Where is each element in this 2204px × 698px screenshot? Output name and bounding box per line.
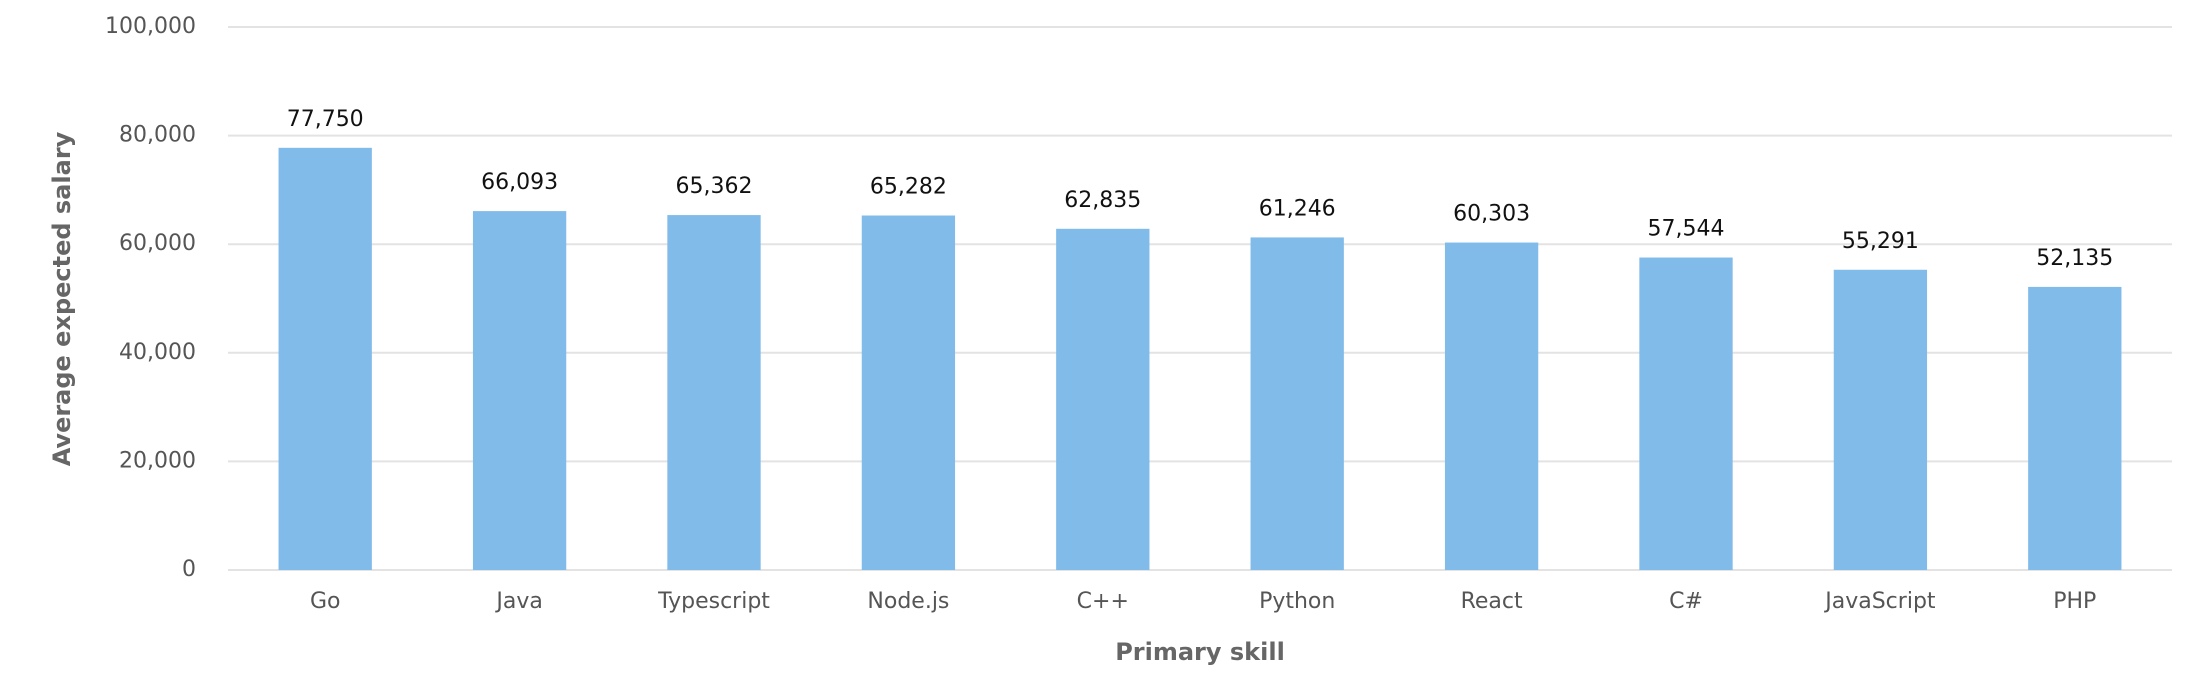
y-tick-label: 80,000 bbox=[119, 123, 196, 148]
x-tick-label: C# bbox=[1669, 589, 1703, 614]
x-tick-label: C++ bbox=[1077, 589, 1129, 614]
x-tick-label: Typescript bbox=[657, 589, 770, 614]
x-axis-title: Primary skill bbox=[1115, 638, 1285, 666]
y-tick-label: 60,000 bbox=[119, 231, 196, 256]
y-axis-title: Average expected salary bbox=[48, 131, 76, 466]
x-tick-label: PHP bbox=[2053, 589, 2096, 614]
value-label: 61,246 bbox=[1259, 196, 1336, 221]
bar bbox=[667, 215, 761, 570]
bar bbox=[1833, 269, 1928, 570]
value-label: 65,362 bbox=[676, 174, 753, 199]
value-label: 57,544 bbox=[1648, 217, 1725, 242]
bar bbox=[278, 147, 372, 570]
bar bbox=[861, 215, 956, 570]
bar bbox=[472, 211, 567, 571]
value-label: 55,291 bbox=[1842, 229, 1919, 254]
x-tick-label: Python bbox=[1259, 589, 1335, 614]
value-label: 62,835 bbox=[1064, 188, 1141, 213]
bar bbox=[1250, 237, 1344, 571]
y-tick-label: 20,000 bbox=[119, 448, 196, 473]
bar bbox=[1444, 242, 1539, 571]
x-tick-label: Java bbox=[494, 589, 542, 614]
value-label: 66,093 bbox=[481, 170, 558, 195]
x-tick-label: Go bbox=[310, 589, 341, 614]
x-tick-label: JavaScript bbox=[1823, 589, 1936, 614]
value-label: 77,750 bbox=[287, 107, 364, 132]
bar bbox=[2028, 286, 2122, 570]
x-tick-label: Node.js bbox=[867, 589, 949, 614]
x-tick-label: React bbox=[1461, 589, 1523, 614]
bar bbox=[1639, 257, 1733, 570]
value-label: 60,303 bbox=[1453, 202, 1530, 227]
value-label: 65,282 bbox=[870, 175, 947, 200]
y-tick-label: 40,000 bbox=[119, 340, 196, 365]
bar bbox=[1056, 228, 1150, 570]
y-tick-label: 0 bbox=[182, 557, 196, 582]
value-label: 52,135 bbox=[2036, 246, 2113, 271]
y-tick-label: 100,000 bbox=[105, 14, 196, 39]
